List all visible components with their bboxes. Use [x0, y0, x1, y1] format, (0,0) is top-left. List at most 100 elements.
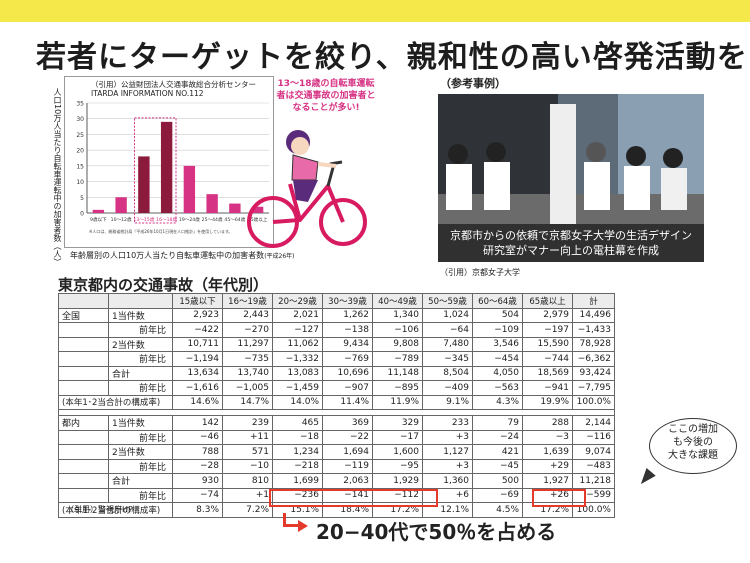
table-cell: −138: [322, 322, 373, 338]
row-label: 前年比: [108, 429, 173, 445]
x-tick-label: 19〜24歳: [179, 216, 200, 223]
table-cell: 13,634: [172, 365, 223, 381]
row-group-label: [58, 351, 109, 367]
table-cell: 13,083: [272, 365, 323, 381]
row-group-label: [58, 444, 109, 460]
table-cell: +1: [222, 487, 273, 503]
bar-chart: （引用）公益財団法人交通事故総合分析センター ITARDA INFORMATIO…: [64, 76, 274, 248]
row-label: 前年比: [108, 322, 173, 338]
table-cell: 1,127: [422, 444, 473, 460]
y-tick-label: 25: [76, 132, 84, 139]
column-header: [58, 293, 109, 309]
table-cell: −46: [172, 429, 223, 445]
table-cell: −422: [172, 322, 223, 338]
table-cell: −24: [472, 429, 523, 445]
table-cell: +29: [522, 458, 573, 474]
row-group-label: 都内: [58, 415, 109, 431]
table-cell: 239: [222, 415, 273, 431]
table-cell: −1,616: [172, 380, 223, 396]
table-cell: −454: [472, 351, 523, 367]
table-cell: 1,360: [422, 473, 473, 489]
row-group-label: 全国: [58, 307, 109, 323]
table-cell: 4.5%: [472, 502, 523, 518]
table-cell: −483: [572, 458, 615, 474]
y-tick-label: 0: [80, 211, 84, 218]
y-tick-label: 35: [76, 101, 84, 108]
photo-caption-line2: 研究室がマナー向上の電柱幕を作成: [483, 244, 659, 257]
column-header: 65歳以上: [522, 293, 573, 309]
table-cell: 13,740: [222, 365, 273, 381]
table-cell: 571: [222, 444, 273, 460]
table-cell: 788: [172, 444, 223, 460]
table-spacer: [58, 409, 615, 416]
table-cell: 288: [522, 415, 573, 431]
table-row: 都内 1当件数 142 239 465 369 329 233 79 288 2,144: [58, 415, 615, 431]
table-cell: 2,144: [572, 415, 615, 431]
table-cell: 500: [472, 473, 523, 489]
table-cell: 15,590: [522, 336, 573, 352]
bar: [92, 209, 105, 213]
table-cell: 14,496: [572, 307, 615, 323]
table-row: (本年1･2当合計の構成率) 14.6% 14.7% 14.0% 11.4% 11.9% 9…: [58, 394, 615, 410]
table-cell: −119: [322, 458, 373, 474]
row-label: 2当件数: [108, 336, 173, 352]
photo-caption: 京都市からの依頼で京都女子大学の生活デザイン 研究室がマナー向上の電柱幕を作成: [438, 224, 704, 262]
x-tick-label: 10〜12歳: [111, 216, 132, 223]
x-tick-label: 45〜64歳: [224, 216, 245, 223]
row-label: 前年比: [108, 351, 173, 367]
bar: [138, 156, 150, 213]
table-row: 合計 13,634 13,740 13,083 10,696 11,148 8,504 4,0…: [58, 365, 615, 381]
table-cell: −769: [322, 351, 373, 367]
row-group-label: [58, 322, 109, 338]
table-cell: 930: [172, 473, 223, 489]
table-cell: −1,332: [272, 351, 323, 367]
table-cell: −109: [472, 322, 523, 338]
table-cell: 14.6%: [172, 394, 223, 410]
x-tick-label: 9歳以下: [90, 216, 107, 223]
table-cell: 19.9%: [522, 394, 573, 410]
slide-title: 若者にターゲットを絞り、親和性の高い啓発活動を: [36, 40, 748, 75]
table-row: 前年比 −28 −10 −218 −119 −95 +3 −45 +29 −483: [58, 458, 615, 474]
table-cell: −345: [422, 351, 473, 367]
table-cell: −22: [322, 429, 373, 445]
chart-caption-year: (平成26年): [264, 253, 295, 260]
row-group-label: (本年1･2当合計の構成率): [58, 394, 173, 410]
table-cell: 504: [472, 307, 523, 323]
table-cell: 1,699: [272, 473, 323, 489]
pointer-bracket: [283, 513, 299, 527]
table-cell: −1,433: [572, 322, 615, 338]
x-tick-label: 25〜44歳: [202, 216, 223, 223]
table-cell: −895: [372, 380, 423, 396]
table-cell: 18,569: [522, 365, 573, 381]
table-cell: 421: [472, 444, 523, 460]
table-cell: 10,696: [322, 365, 373, 381]
table-cell: 1,639: [522, 444, 573, 460]
table-cell: −735: [222, 351, 273, 367]
table-cell: −45: [472, 458, 523, 474]
column-header: 50〜59歳: [422, 293, 473, 309]
column-header: [108, 293, 173, 309]
table-cell: 9,434: [322, 336, 373, 352]
pointer-arrowhead: [298, 520, 308, 532]
table-cell: 8.3%: [172, 502, 223, 518]
table-cell: −116: [572, 429, 615, 445]
table-cell: 3,546: [472, 336, 523, 352]
bar: [183, 165, 196, 213]
table-row: 2当件数 788 571 1,234 1,694 1,600 1,127 421 1,639 9,…: [58, 444, 615, 460]
chart-source-line1: （引用）公益財団法人交通事故総合分析センター: [91, 79, 256, 89]
bar: [206, 194, 218, 213]
table-cell: −127: [272, 322, 323, 338]
photo-credit: （引用）京都女子大学: [440, 268, 520, 277]
spacer-cell: [58, 409, 615, 416]
table-cell: 78,928: [572, 336, 615, 352]
table-row: 前年比 −74 +1 −236 −141 −112 +6 −69 +26 −599: [58, 487, 615, 503]
y-tick-label: 20: [76, 148, 84, 155]
table-cell: 11,148: [372, 365, 423, 381]
table-row: 合計 930 810 1,699 2,063 1,929 1,360 500 1,927 11,2…: [58, 473, 615, 489]
table-row: 前年比 −46 +11 −18 −22 −17 +3 −24 −3 −116: [58, 429, 615, 445]
bubble-line3: 大きな課題: [668, 450, 718, 461]
row-group-label: [58, 487, 109, 503]
highlight-box-20-40s: [269, 489, 438, 507]
table-cell: −17: [372, 429, 423, 445]
x-tick-label: 16〜18歳: [156, 216, 177, 223]
